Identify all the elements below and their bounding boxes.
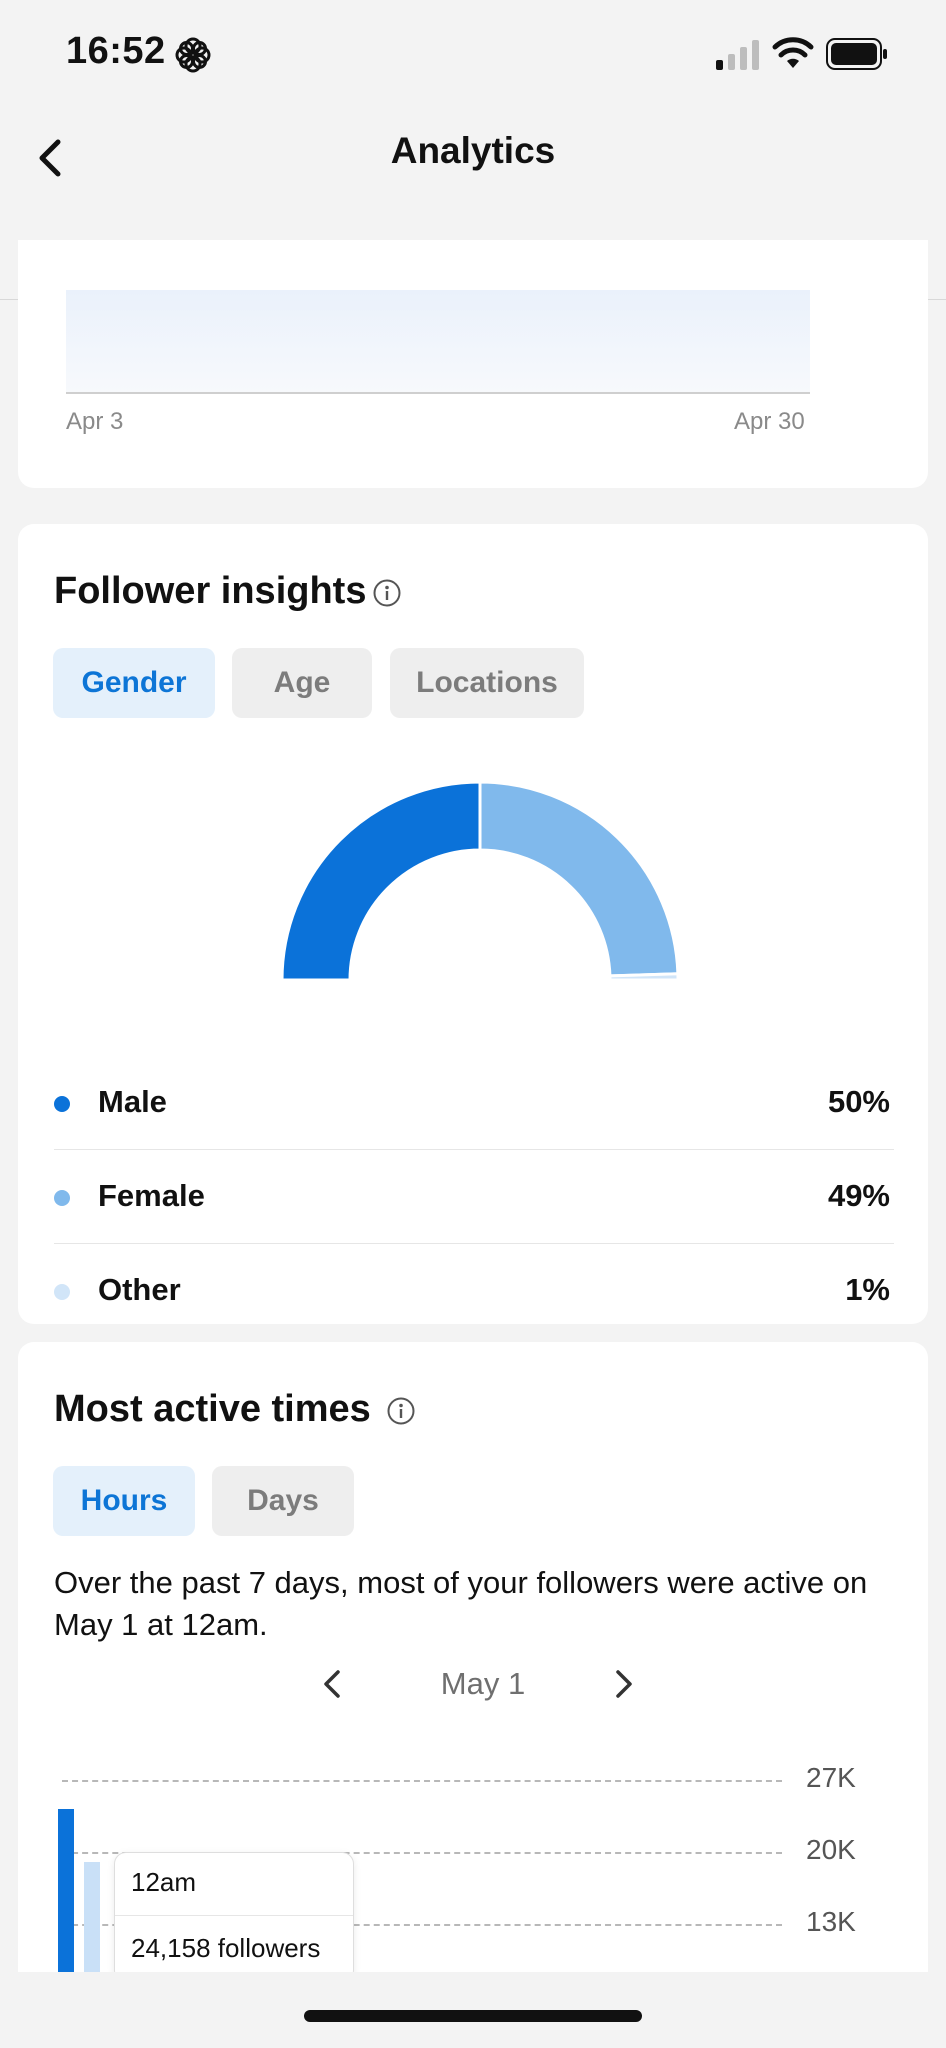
section-title: Most active times <box>54 1388 371 1430</box>
gender-donut-chart <box>280 780 680 982</box>
legend-label: Male <box>98 1084 167 1119</box>
gridline <box>62 1924 782 1926</box>
status-time: 16:52 <box>66 30 166 72</box>
section-title: Follower insights <box>54 570 367 612</box>
follower-insights-card: Follower insights Gender Age Locations M… <box>18 524 928 1324</box>
follower-trend-area <box>66 290 810 394</box>
donut-slice-male[interactable] <box>280 780 482 982</box>
info-icon[interactable] <box>372 578 402 608</box>
gridline <box>62 1780 782 1782</box>
legend-row-male: Male 50% <box>54 1056 894 1150</box>
filter-hours[interactable]: Hours <box>53 1466 195 1536</box>
y-tick-label: 27K <box>806 1762 856 1793</box>
previous-date-button[interactable] <box>318 1664 348 1704</box>
gridline <box>62 1852 782 1854</box>
wifi-icon <box>772 37 814 68</box>
donut-slice-other[interactable] <box>608 972 680 982</box>
legend-row-female: Female 49% <box>54 1150 894 1244</box>
status-bar: 16:52 <box>0 0 946 108</box>
donut-slice-female[interactable] <box>478 780 680 978</box>
selected-date: May 1 <box>440 1666 526 1701</box>
legend-label: Female <box>98 1178 205 1213</box>
legend-value: 49% <box>827 1178 890 1213</box>
back-button[interactable] <box>30 128 70 188</box>
tooltip-followers: 24,158 followers <box>131 1933 321 1963</box>
active-times-summary: Over the past 7 days, most of your follo… <box>54 1565 868 1642</box>
filter-gender[interactable]: Gender <box>53 648 215 718</box>
tooltip-time: 12am <box>131 1867 197 1897</box>
legend-dot-other <box>54 1284 70 1300</box>
follower-trend-card: Apr 3 Apr 30 <box>18 240 928 488</box>
filter-age[interactable]: Age <box>232 648 372 718</box>
chart-end-date: Apr 30 <box>734 408 805 435</box>
most-active-times-card: Most active times Hours Days Over the pa… <box>18 1342 928 1972</box>
flower-icon <box>175 37 211 73</box>
y-tick-label: 20K <box>806 1834 856 1865</box>
home-indicator <box>304 2010 642 2022</box>
filter-locations[interactable]: Locations <box>390 648 584 718</box>
date-navigator: May 1 <box>18 1658 928 1718</box>
legend-dot-female <box>54 1190 70 1206</box>
chart-bar-1am[interactable] <box>84 1862 100 1972</box>
signal-icon <box>716 40 759 70</box>
tooltip-divider <box>115 1915 353 1916</box>
legend-value: 50% <box>827 1084 890 1119</box>
next-date-button[interactable] <box>608 1664 638 1704</box>
chart-bar-12am[interactable] <box>58 1809 74 1972</box>
page-title: Analytics <box>390 130 556 171</box>
filter-days[interactable]: Days <box>212 1466 354 1536</box>
battery-icon <box>826 38 887 70</box>
legend-value: 1% <box>845 1272 890 1307</box>
y-tick-label: 13K <box>806 1906 856 1937</box>
legend-dot-male <box>54 1096 70 1112</box>
info-icon[interactable] <box>386 1396 416 1426</box>
chart-start-date: Apr 3 <box>66 408 124 435</box>
legend-row-other: Other 1% <box>54 1244 894 1338</box>
bar-tooltip: 12am 24,158 followers <box>114 1852 354 1972</box>
legend-label: Other <box>98 1272 181 1307</box>
